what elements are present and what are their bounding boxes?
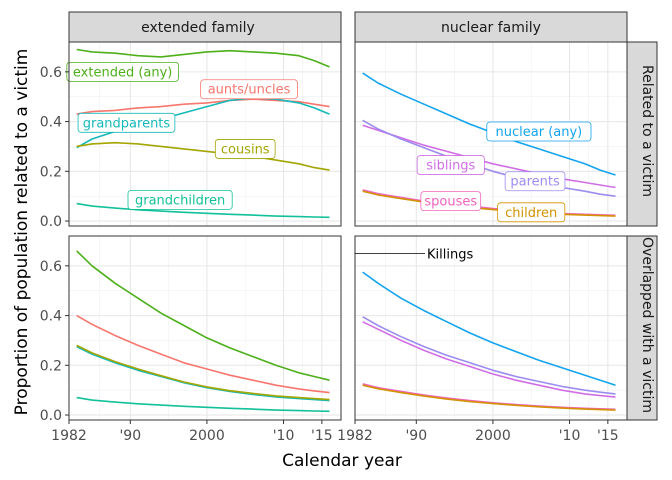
x-tick-label: '15 — [597, 428, 619, 444]
series-line-grandchildren — [76, 202, 330, 219]
x-tick-label: 1982 — [51, 428, 87, 444]
y-axis-title: Proportion of population related to a vi… — [12, 49, 32, 416]
series-line-siblings — [362, 124, 616, 189]
x-tick-label: 2000 — [189, 428, 225, 444]
series-label-box — [497, 202, 566, 223]
strip-bg-col-0 — [68, 11, 342, 43]
panels: extended (any) aunts/uncles grandparents co… — [40, 41, 628, 444]
series-line-parents — [362, 119, 616, 197]
series-label-box — [77, 112, 176, 133]
series-label-parents: parents — [510, 175, 560, 190]
y-tick-label: 0.0 — [40, 408, 62, 424]
y-tick-label: 0.4 — [40, 115, 62, 131]
series-label-grandparents: grandparents — [83, 116, 171, 131]
y-tick-label: 0.0 — [40, 214, 62, 230]
panel-border — [68, 41, 342, 227]
x-tick-label: '10 — [273, 428, 295, 444]
y-tick-label: 0.2 — [40, 358, 62, 374]
series-line-extended — [76, 48, 330, 68]
series-line-aunts — [76, 314, 330, 394]
series-label-cousins: cousins — [221, 142, 270, 157]
series-label-nuclear: nuclear (any) — [496, 125, 583, 140]
series-label-grandchildren: grandchildren — [135, 193, 225, 208]
x-tick-label: '10 — [559, 428, 581, 444]
series-label-box — [416, 155, 485, 175]
strip-bg-row-1 — [626, 235, 658, 421]
series-label-box — [200, 79, 298, 100]
x-tick-label: 1982 — [337, 428, 373, 444]
series-line-cousins — [76, 141, 330, 171]
series-label-box — [420, 191, 482, 212]
strip-bg-col-1 — [354, 11, 628, 43]
annotation-killings: Killings — [427, 247, 473, 262]
series-label-siblings: siblings — [426, 159, 475, 174]
series-label-box — [127, 189, 233, 210]
y-tick-label: 0.6 — [40, 259, 62, 275]
strip-overlapped-with-a-victim: Overlapped with a victim — [639, 237, 655, 413]
y-tick-label: 0.6 — [40, 65, 62, 81]
series-line-extended — [76, 250, 330, 381]
x-tick-label: '15 — [311, 428, 333, 444]
panel-border — [354, 235, 628, 421]
panel-bg-extended-overlapped — [69, 236, 341, 420]
series-line-cousins — [76, 344, 330, 401]
strip-bg-row-0 — [626, 41, 658, 227]
x-tick-label: 2000 — [475, 428, 511, 444]
y-tick-label: 0.4 — [40, 309, 62, 325]
x-axis-title: Calendar year — [282, 451, 402, 471]
series-line-siblings — [362, 321, 616, 398]
panel-border — [68, 235, 342, 421]
series-label-children: children — [505, 206, 557, 221]
panel-border — [354, 41, 628, 227]
series-line-aunts — [76, 98, 330, 115]
series-line-children — [362, 384, 616, 411]
x-tick-label: '90 — [405, 428, 427, 444]
series-line-children — [362, 190, 616, 217]
series-label-box — [486, 121, 592, 142]
series-line-grandchildren — [76, 396, 330, 413]
series-line-nuclear — [362, 271, 616, 386]
series-label-box — [504, 171, 566, 192]
series-label-extended: extended (any) — [73, 65, 172, 80]
x-tick-label: '90 — [119, 428, 141, 444]
strip-extended-family: extended family — [141, 20, 255, 36]
y-tick-label: 0.2 — [40, 164, 62, 180]
series-label-spouses: spouses — [424, 195, 477, 210]
series-line-parents — [362, 316, 616, 395]
series-label-aunts: aunts/uncles — [208, 83, 291, 98]
series-label-box — [214, 139, 276, 159]
strip-nuclear-family: nuclear family — [441, 20, 541, 36]
strip-related-to-a-victim: Related to a victim — [639, 65, 655, 197]
